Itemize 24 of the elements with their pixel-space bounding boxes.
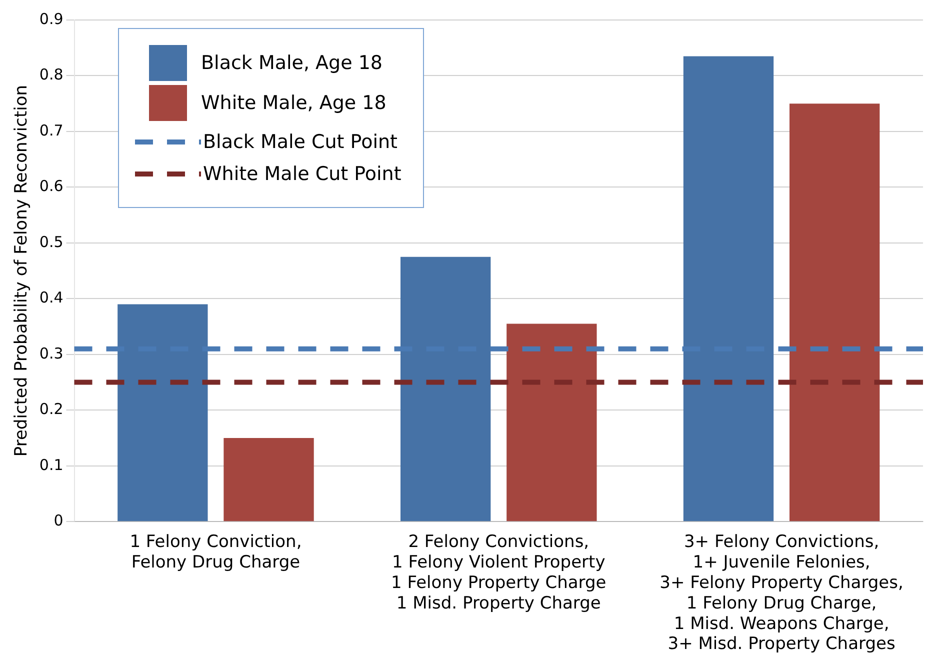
- x-tick-label: 2 Felony Convictions, 1 Felony Violent Property 1 Felony Property Charge 1 Misd. Property Charge: [391, 532, 606, 614]
- legend-label: White Male, Age 18: [201, 92, 386, 114]
- bar: [683, 56, 774, 522]
- y-tick-label: 0.4: [39, 288, 64, 307]
- bar: [506, 324, 597, 522]
- y-tick-label: 0.8: [39, 66, 64, 84]
- y-tick-label: 0.1: [39, 456, 64, 474]
- bar: [790, 104, 880, 522]
- x-tick-label: 1 Felony Conviction, Felony Drug Charge: [130, 532, 302, 573]
- y-tick-label: 0.6: [39, 177, 64, 196]
- bar: [224, 438, 314, 522]
- legend-label: Black Male Cut Point: [203, 131, 398, 153]
- bar: [400, 256, 491, 522]
- y-tick-label: 0: [54, 511, 64, 530]
- y-tick-label: 0.7: [39, 121, 64, 140]
- legend-label: Black Male, Age 18: [201, 52, 382, 74]
- y-tick-label: 0.2: [39, 400, 64, 418]
- legend-label: White Male Cut Point: [203, 163, 402, 185]
- y-tick-label: 0.3: [39, 344, 64, 362]
- y-axis-title: Predicted Probability of Felony Reconviction: [12, 84, 32, 457]
- y-tick-label: 0.9: [39, 10, 64, 28]
- bar: [118, 304, 208, 522]
- x-tick-label: 3+ Felony Convictions, 1+ Juvenile Felonies, 3+ Felony Property Charges, 1 Felony Drug Charge, 1 Misd. Weapons Charge, 3+ Misd. Property Charges: [660, 532, 904, 654]
- y-tick-label: 0.5: [39, 232, 64, 251]
